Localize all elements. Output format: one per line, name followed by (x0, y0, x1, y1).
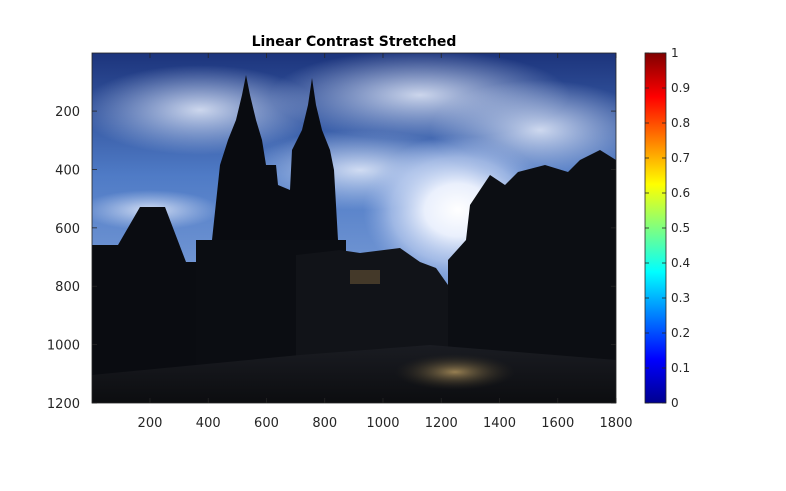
y-tick-label: 400 (55, 163, 80, 178)
x-tick-label: 200 (138, 416, 163, 431)
colorbar-tick-label: 0.7 (671, 151, 690, 165)
y-tick-label: 1000 (47, 339, 80, 354)
y-tick-label: 1200 (47, 397, 80, 412)
x-tick-label: 800 (312, 416, 337, 431)
y-tick-label: 200 (55, 105, 80, 120)
colorbar-tick-label: 0.1 (671, 361, 690, 375)
image-photo (92, 53, 616, 403)
y-tick-label: 600 (55, 222, 80, 237)
x-tick-label: 1600 (541, 416, 574, 431)
x-tick-label: 1000 (366, 416, 399, 431)
y-tick-label: 800 (55, 280, 80, 295)
x-tick-label: 600 (254, 416, 279, 431)
colorbar-tick-label: 1 (671, 46, 679, 60)
colorbar-tick-label: 0 (671, 396, 679, 410)
colorbar-tick-label: 0.2 (671, 326, 690, 340)
colorbar-tick-label: 0.3 (671, 291, 690, 305)
colorbar-tick-label: 0.9 (671, 81, 690, 95)
y-axis: 200 400 600 800 1000 1200 (47, 105, 616, 412)
colorbar-tick-label: 0.6 (671, 186, 690, 200)
colorbar-tick-label: 0.4 (671, 256, 690, 270)
x-tick-label: 1800 (599, 416, 632, 431)
chart-title: Linear Contrast Stretched (252, 34, 457, 50)
colorbar-axis: 0 0.1 0.2 0.3 0.4 0.5 0.6 0.7 0.8 0.9 1 (645, 46, 690, 410)
x-tick-label: 1400 (483, 416, 516, 431)
colorbar-tick-label: 0.8 (671, 116, 690, 130)
x-axis: 200 400 600 800 1000 1200 1400 1600 1800 (138, 53, 633, 431)
colorbar-tick-label: 0.5 (671, 221, 690, 235)
x-tick-label: 400 (196, 416, 221, 431)
x-tick-label: 1200 (425, 416, 458, 431)
